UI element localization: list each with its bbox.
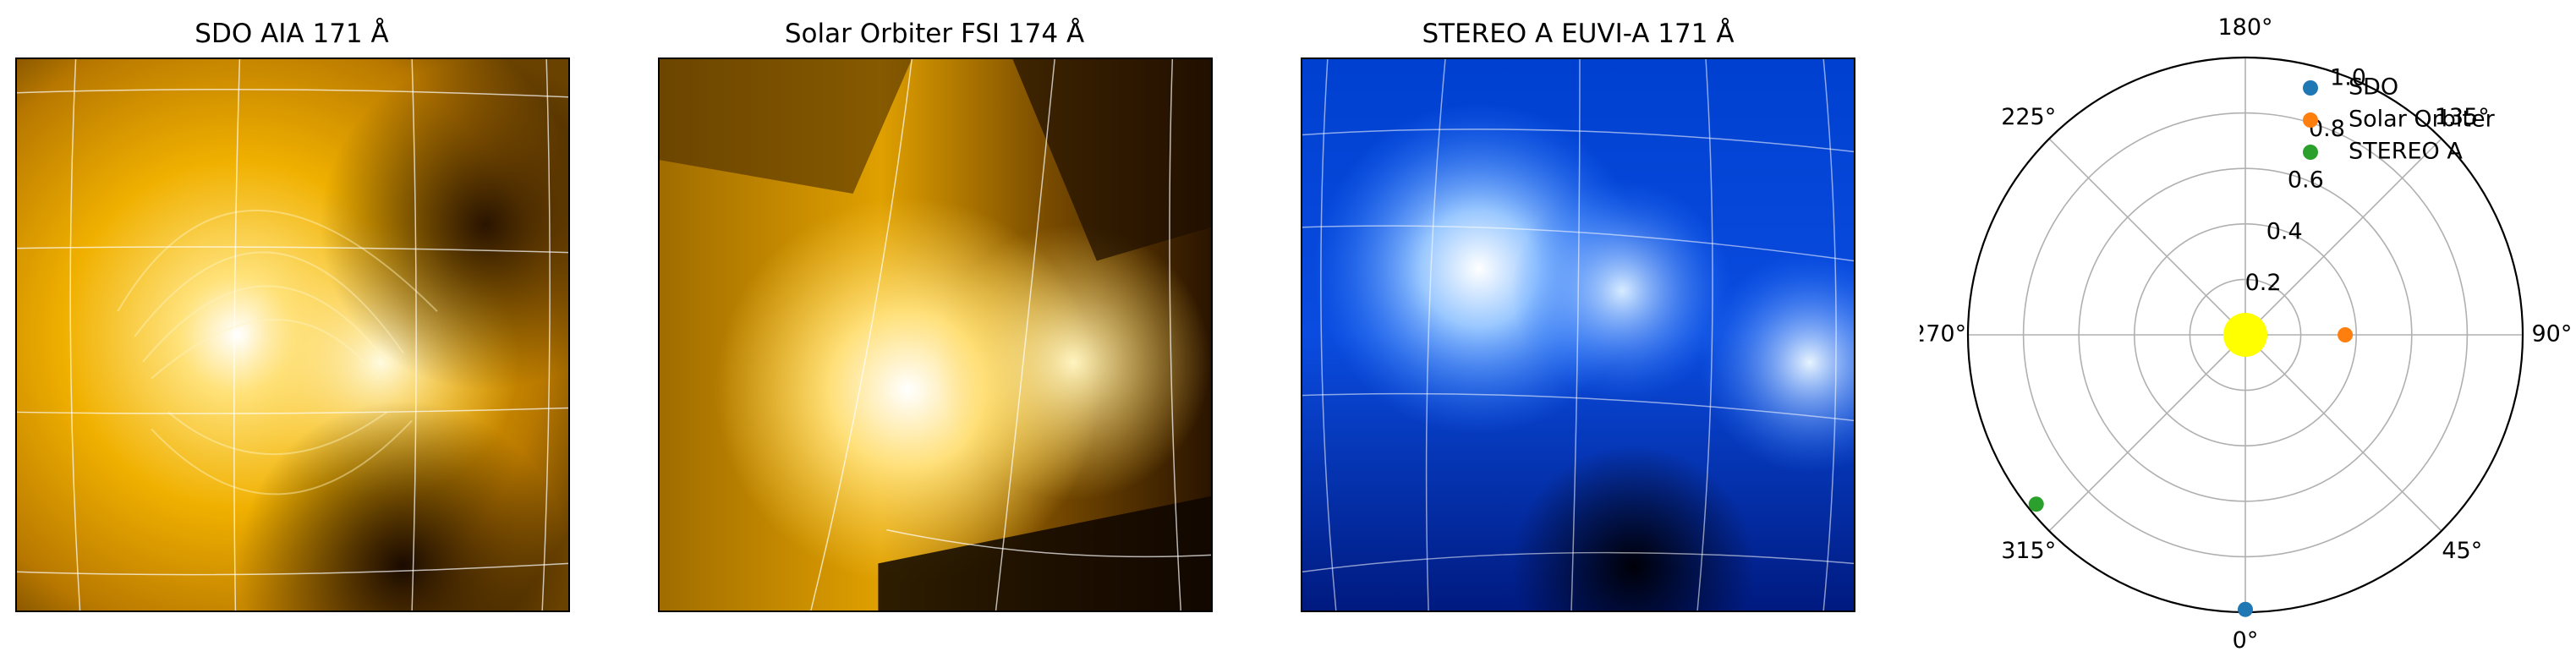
sun-marker: [2223, 313, 2267, 357]
polar-points: [2028, 313, 2354, 617]
theta-tick-label: 0°: [2233, 627, 2259, 654]
polar-r-labels: 0.20.40.60.81.0: [2245, 64, 2366, 295]
legend-marker: [2303, 112, 2318, 128]
angular-gridline: [2244, 334, 2442, 532]
r-tick-label: 0.2: [2245, 270, 2282, 296]
legend-marker: [2303, 80, 2318, 96]
polar-theta-labels: 0° 45° 90° 135° 180° 225° 270° 315°: [1920, 14, 2572, 654]
panel-title-sdo: SDO AIA 171 Å: [195, 19, 389, 49]
data-point-sdo: [2238, 601, 2253, 617]
legend-label: SDO: [2349, 74, 2398, 101]
theta-tick-label: 225°: [2001, 104, 2056, 130]
theta-tick-label: 45°: [2442, 538, 2482, 564]
legend-label: Solar Orbiter: [2349, 107, 2496, 133]
solo-fsi-image: [658, 57, 1213, 612]
r-tick-label: 1.0: [2330, 64, 2366, 90]
angular-gridline: [2244, 138, 2442, 336]
angular-gridline: [2048, 138, 2246, 336]
theta-tick-label: 135°: [2435, 104, 2490, 130]
data-point-stereo-a: [2028, 496, 2044, 512]
sdo-aia-image: [15, 57, 570, 612]
angular-gridline: [2048, 334, 2246, 532]
legend-label: STEREO A: [2349, 139, 2463, 165]
panel-title-solo: Solar Orbiter FSI 174 Å: [784, 19, 1085, 49]
legend-marker: [2303, 145, 2318, 160]
legend: SDO Solar Orbiter STEREO A: [2303, 74, 2496, 165]
r-tick-label: 0.6: [2288, 167, 2324, 194]
theta-tick-label: 270°: [1920, 321, 1966, 348]
data-point-solar-orbiter: [2338, 327, 2354, 342]
theta-tick-label: 315°: [2001, 538, 2056, 564]
stereo-euvi-image: [1301, 57, 1855, 612]
polar-position-plot: 0°45°90°135°180°225°270°315° 0.20.40.60.…: [1920, 14, 2572, 654]
r-tick-label: 0.4: [2266, 218, 2303, 244]
panel-title-stereo: STEREO A EUVI-A 171 Å: [1422, 19, 1735, 49]
theta-tick-label: 90°: [2532, 321, 2573, 348]
theta-tick-label: 180°: [2217, 14, 2272, 41]
